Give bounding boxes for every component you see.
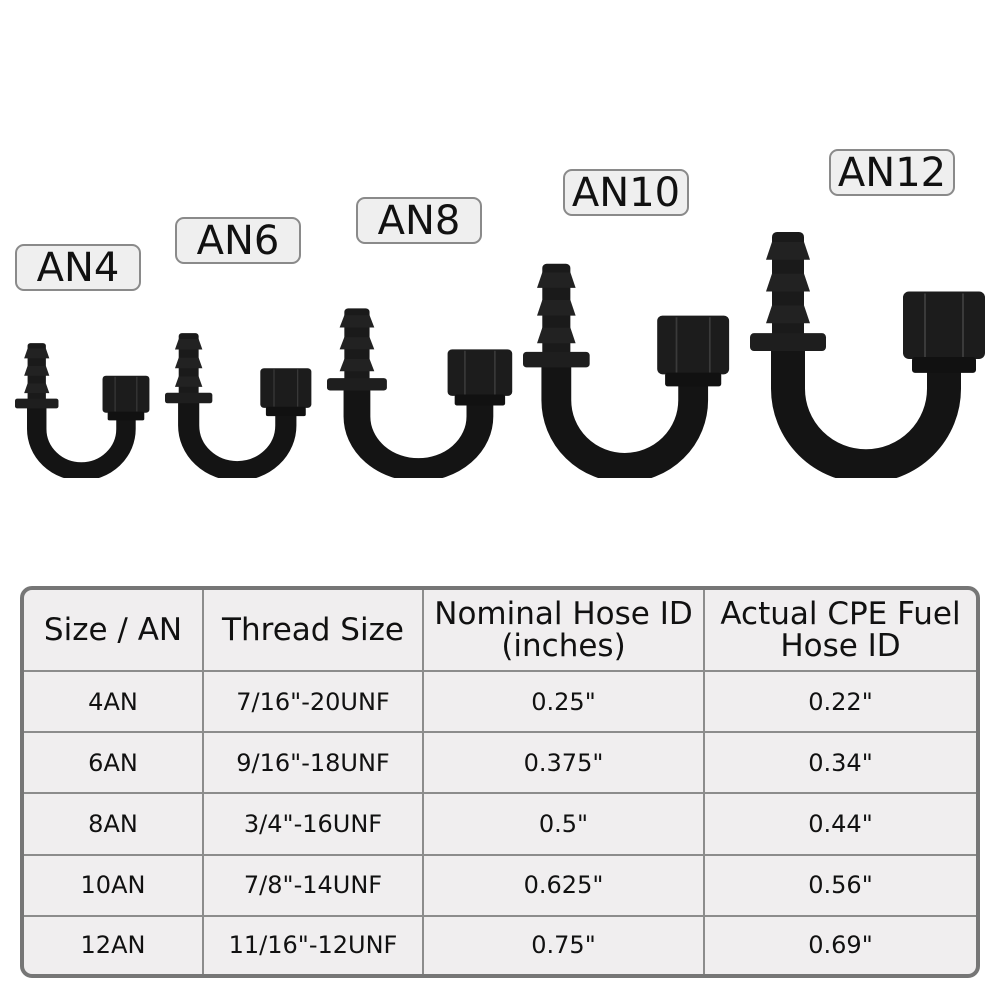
table-row: 6AN 9/16"-18UNF 0.375" 0.34"	[24, 733, 976, 795]
fitting-an10	[523, 264, 729, 468]
cell: 3/4"-16UNF	[204, 794, 424, 856]
cell: 8AN	[24, 794, 204, 856]
table-header-row: Size / AN Thread Size Nominal Hose ID (i…	[24, 590, 976, 672]
cell: 0.375"	[424, 733, 705, 795]
fitting-an12	[750, 232, 985, 466]
fitting-an8	[327, 308, 512, 469]
cell: 6AN	[24, 733, 204, 795]
cell: 0.44"	[705, 794, 976, 856]
fittings-illustration	[0, 0, 1000, 560]
table-row: 10AN 7/8"-14UNF 0.625" 0.56"	[24, 855, 976, 917]
cell: 9/16"-18UNF	[204, 733, 424, 795]
cell: 0.25"	[424, 672, 705, 734]
cell: 0.625"	[424, 855, 705, 917]
label-an8: AN8	[356, 197, 482, 244]
header-actual-id: Actual CPE Fuel Hose ID	[705, 590, 976, 672]
label-an6: AN6	[175, 217, 301, 264]
cell: 12AN	[24, 916, 204, 974]
cell: 10AN	[24, 855, 204, 917]
cell: 4AN	[24, 672, 204, 734]
label-an12: AN12	[829, 149, 955, 196]
cell: 11/16"-12UNF	[204, 916, 424, 974]
cell: 0.34"	[705, 733, 976, 795]
header-thread: Thread Size	[204, 590, 424, 672]
cell: 0.69"	[808, 931, 873, 960]
cell: 7/16"-20UNF	[204, 672, 424, 734]
cell: 0.75"	[424, 916, 705, 974]
fitting-an4	[15, 343, 149, 471]
table-row: 4AN 7/16"-20UNF 0.25" 0.22"	[24, 672, 976, 734]
fitting-an6	[165, 333, 311, 471]
cell: 0.22"	[705, 672, 976, 734]
header-nominal-id: Nominal Hose ID (inches)	[424, 590, 705, 672]
cell: 7/8"-14UNF	[204, 855, 424, 917]
label-an4: AN4	[15, 244, 141, 291]
size-chart-table: Size / AN Thread Size Nominal Hose ID (i…	[20, 586, 980, 978]
table-row: 8AN 3/4"-16UNF 0.5" 0.44"	[24, 794, 976, 856]
header-size: Size / AN	[24, 590, 204, 672]
label-an10: AN10	[563, 169, 689, 216]
table-row: 12AN 11/16"-12UNF 0.75" 0.69"	[24, 916, 976, 974]
cell: 0.5"	[424, 794, 705, 856]
cell: 0.56"	[705, 856, 976, 917]
